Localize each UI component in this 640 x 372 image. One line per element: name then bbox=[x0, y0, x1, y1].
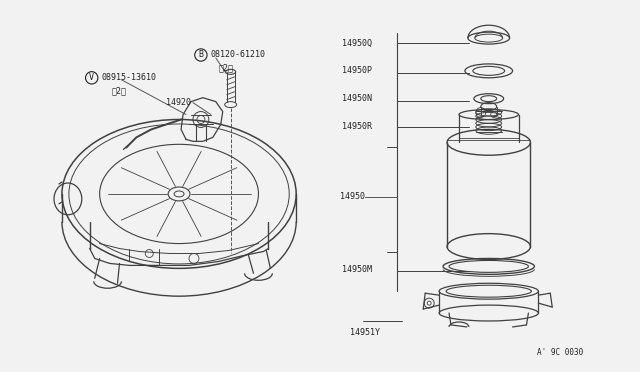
Text: V: V bbox=[89, 73, 94, 82]
Text: 08915-13610: 08915-13610 bbox=[102, 73, 157, 82]
Text: 14950P: 14950P bbox=[342, 66, 372, 76]
Text: B: B bbox=[198, 51, 204, 60]
Text: A' 9C 0030: A' 9C 0030 bbox=[537, 348, 583, 357]
Text: 14950M: 14950M bbox=[342, 265, 372, 274]
Text: 14920: 14920 bbox=[166, 98, 191, 107]
Text: 14950Q: 14950Q bbox=[342, 39, 372, 48]
Text: 14950N: 14950N bbox=[342, 94, 372, 103]
Text: 14950: 14950 bbox=[340, 192, 365, 201]
Text: （2）: （2） bbox=[219, 63, 234, 73]
Text: （2）: （2） bbox=[111, 86, 127, 95]
Text: 14950R: 14950R bbox=[342, 122, 372, 131]
Text: 08120-61210: 08120-61210 bbox=[211, 51, 266, 60]
Text: 14951Y: 14951Y bbox=[350, 328, 380, 337]
